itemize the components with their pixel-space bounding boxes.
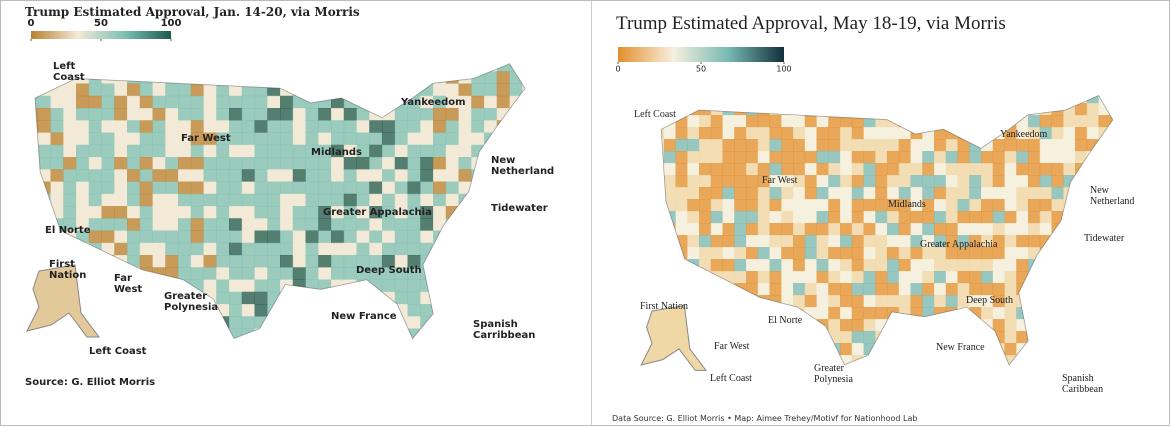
region-label: New France	[936, 342, 985, 353]
colorbar-label: 0	[28, 18, 35, 29]
source: Source: G. Elliot Morris	[25, 377, 156, 388]
colorbar	[31, 31, 171, 39]
colorbar-label: 50	[94, 18, 108, 29]
region-label: Deep South	[966, 295, 1013, 306]
region-label: New Netherland	[1090, 185, 1135, 207]
region-label: New France	[331, 311, 397, 322]
source: Data Source: G. Elliot Morris • Map: Aim…	[612, 414, 918, 423]
region-label: Left Coast	[710, 373, 752, 384]
region-label: Far West	[114, 273, 143, 295]
region-label: Deep South	[356, 265, 422, 276]
region-label: New Netherland	[491, 155, 555, 177]
region-label: El Norte	[768, 315, 803, 326]
region-label: Yankeedom	[1000, 129, 1048, 140]
region-label: Yankeedom	[401, 97, 466, 108]
region-label: Left Coast	[634, 109, 676, 120]
region-label: Tidewater	[1084, 233, 1125, 244]
map: 0 50 100	[615, 47, 1114, 371]
region-label: First Nation	[640, 301, 689, 312]
colorbar-label: 0	[615, 65, 620, 74]
region-label: Far West	[762, 175, 798, 186]
map-panel: 0 50 100 Trump Estimated Approval, Jan. 14…	[1, 1, 590, 425]
colorbar-label: 100	[161, 18, 182, 29]
region-label: Far West	[714, 341, 750, 352]
region-label: Far West	[181, 133, 231, 144]
colorbar-label: 100	[776, 65, 791, 74]
region-label: El Norte	[45, 225, 91, 236]
map-title: Trump Estimated Approval, May 18-19, via…	[616, 13, 1006, 34]
region-label: Spanish Caribbean	[1062, 373, 1104, 395]
region-label: Greater Polynesia	[164, 291, 219, 313]
region-label: Left Coast	[53, 61, 85, 83]
colorbar	[618, 47, 784, 62]
alaska	[640, 305, 707, 371]
map-title: Trump Estimated Approval, Jan. 14-20, vi…	[25, 5, 360, 19]
region-label: Greater Appalachia	[323, 207, 432, 218]
region-label: Spanish Carribbean	[473, 319, 536, 341]
map-panel: 0 50 100 Trump Estimated Approval, May 18-…	[591, 1, 1169, 425]
region-label: First Nation	[49, 259, 87, 281]
region-label: Left Coast	[89, 346, 147, 357]
region-label: Greater Appalachia	[920, 239, 998, 250]
region-label: Greater Polynesia	[814, 363, 853, 385]
region-label: Tidewater	[491, 203, 548, 214]
colorbar-label: 50	[696, 65, 706, 74]
alaska	[26, 264, 100, 338]
map: 0 50 100	[26, 18, 526, 340]
region-label: Midlands	[888, 199, 926, 210]
region-label: Midlands	[311, 147, 362, 158]
county-texture	[661, 95, 1113, 365]
